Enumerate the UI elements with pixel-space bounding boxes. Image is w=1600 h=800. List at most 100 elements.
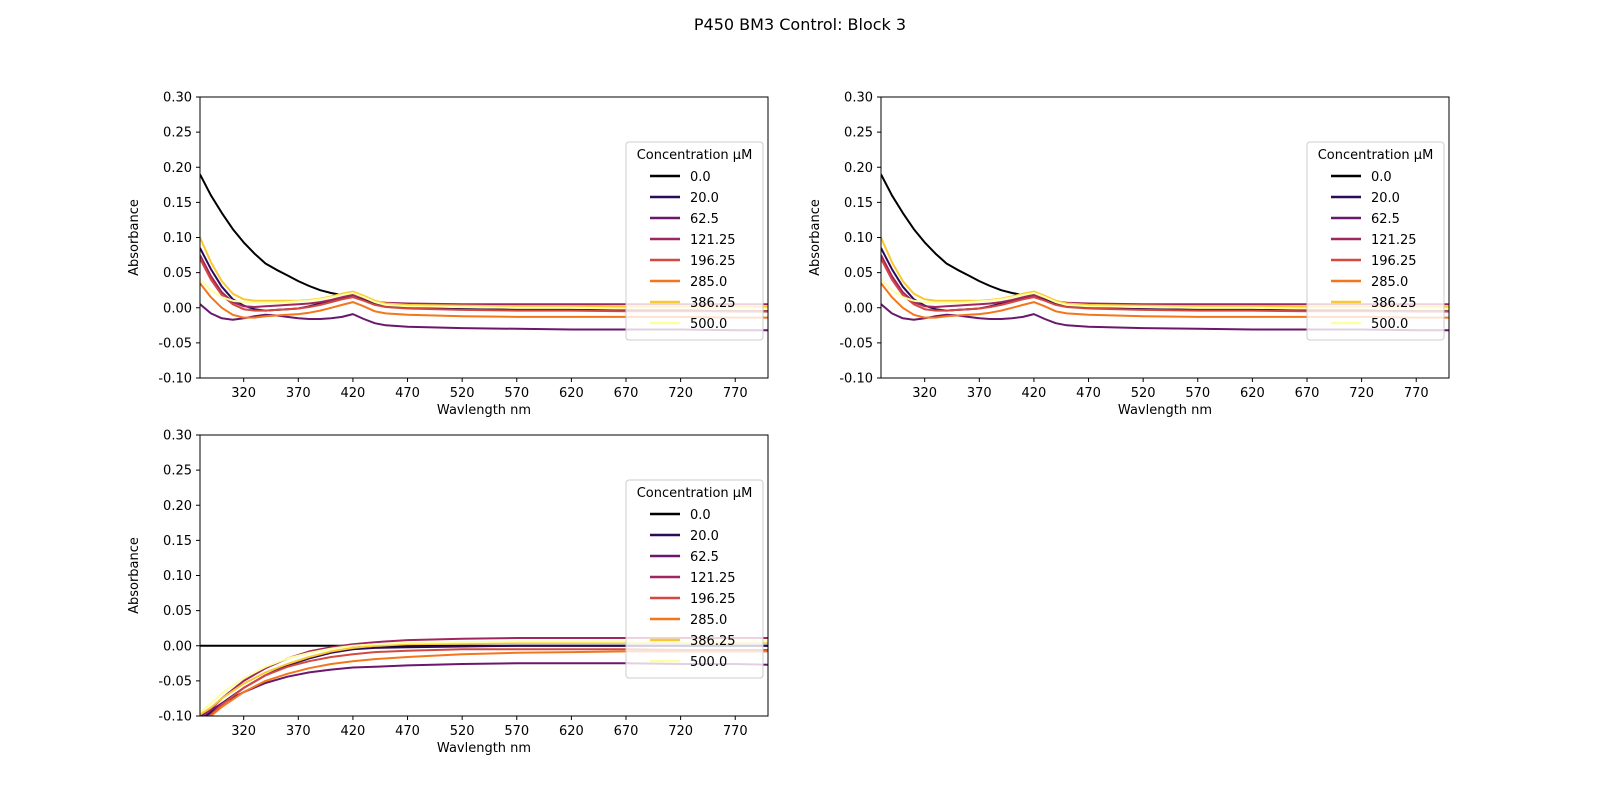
x-tick-label: 420 [1022,386,1047,401]
x-tick-label: 370 [967,386,992,401]
y-tick-label: 0.25 [163,464,192,479]
legend-label: 62.5 [690,550,719,565]
legend-frame [625,479,764,679]
y-tick-label: 0.10 [844,231,873,246]
figure-title: P450 BM3 Control: Block 3 [694,15,906,34]
subplot-2: 320 370 420 470 520 570 620 670 720 770 -0.10 -0.05… [808,91,1450,418]
x-tick-label: 620 [1240,386,1265,401]
x-tick-label: 570 [504,386,529,401]
x-tick-label: 370 [286,386,311,401]
y-tick-label: 0.30 [163,429,192,444]
legend-label: 386.25 [1371,296,1417,311]
y-tick-label: -0.10 [839,372,873,387]
legend-label: 285.0 [1371,275,1408,290]
legend-frame [1306,141,1445,341]
x-tick-label: 470 [1076,386,1101,401]
legend-label: 0.0 [690,508,711,523]
legend-label: 0.0 [1371,170,1392,185]
y-tick-label: 0.10 [163,569,192,584]
x-tick-label: 320 [231,386,256,401]
x-axis-label: Wavlength nm [437,403,531,418]
legend-label: 62.5 [1371,212,1400,227]
x-tick-label: 420 [341,386,366,401]
y-tick-label: 0.15 [163,534,192,549]
legend-title: Concentration µM [1318,148,1434,163]
legend-label: 20.0 [1371,191,1400,206]
y-tick-label: 0.25 [163,126,192,141]
plot-area [200,173,768,332]
x-tick-label: 470 [395,386,420,401]
y-tick-label: -0.10 [158,710,192,725]
x-tick-label: 770 [723,386,748,401]
y-tick-label: 0.00 [163,301,192,316]
legend-label: 0.0 [690,170,711,185]
legend-label: 386.25 [690,296,736,311]
y-tick-label: 0.05 [163,604,192,619]
legend: Concentration µM 0.0 20.0 62.5 121.25 196.25 2… [625,479,764,679]
series-line-500.0 [200,278,768,310]
series-line-121.25 [881,254,1449,308]
legend: Concentration µM 0.0 20.0 62.5 121.25 196.25 2… [625,141,764,341]
x-axis-label: Wavlength nm [1118,403,1212,418]
legend-label: 121.25 [1371,233,1417,248]
y-tick-label: 0.10 [163,231,192,246]
y-tick-label: 0.00 [844,301,873,316]
legend-label: 121.25 [690,233,736,248]
y-axis-label: Absorbance [127,199,142,276]
y-tick-label: 0.20 [844,161,873,176]
legend-label: 285.0 [690,275,727,290]
x-tick-label: 420 [341,724,366,739]
x-tick-label: 520 [1131,386,1156,401]
legend-label: 386.25 [690,634,736,649]
legend: Concentration µM 0.0 20.0 62.5 121.25 196.25 2… [1306,141,1445,341]
plot-area [881,173,1449,332]
legend-label: 62.5 [690,212,719,227]
legend-label: 196.25 [690,592,736,607]
y-tick-label: 0.00 [163,639,192,654]
legend-label: 20.0 [690,529,719,544]
y-tick-label: 0.05 [844,266,873,281]
legend-label: 500.0 [1371,317,1408,332]
x-tick-label: 320 [231,724,256,739]
y-axis-label: Absorbance [127,537,142,614]
legend-title: Concentration µM [637,486,753,501]
legend-label: 20.0 [690,191,719,206]
series-line-196.25 [200,258,768,313]
x-axis-label: Wavlength nm [437,741,531,756]
x-tick-label: 470 [395,724,420,739]
x-tick-label: 370 [286,724,311,739]
x-tick-label: 620 [559,386,584,401]
x-tick-label: 770 [1404,386,1429,401]
series-line-386.25 [200,237,768,308]
series-line-121.25 [200,254,768,308]
y-tick-label: 0.20 [163,499,192,514]
y-tick-label: -0.05 [839,336,873,351]
x-tick-label: 720 [668,386,693,401]
series-line-196.25 [881,258,1449,313]
x-tick-label: 720 [668,724,693,739]
series-line-285.0 [200,282,768,319]
x-tick-label: 670 [614,386,639,401]
series-line-386.25 [881,237,1449,308]
legend-title: Concentration µM [637,148,753,163]
legend-label: 196.25 [690,254,736,269]
y-tick-label: -0.05 [158,674,192,689]
y-tick-label: 0.20 [163,161,192,176]
legend-label: 500.0 [690,655,727,670]
x-tick-label: 620 [559,724,584,739]
y-tick-label: 0.15 [844,196,873,211]
y-tick-label: 0.05 [163,266,192,281]
legend-label: 500.0 [690,317,727,332]
y-tick-label: -0.10 [158,372,192,387]
x-tick-label: 320 [912,386,937,401]
legend-label: 196.25 [1371,254,1417,269]
y-tick-label: -0.05 [158,336,192,351]
series-line-285.0 [881,282,1449,319]
x-tick-label: 520 [450,724,475,739]
x-tick-label: 570 [504,724,529,739]
x-tick-label: 720 [1349,386,1374,401]
x-tick-label: 520 [450,386,475,401]
y-tick-label: 0.30 [844,91,873,106]
legend-label: 285.0 [690,613,727,628]
